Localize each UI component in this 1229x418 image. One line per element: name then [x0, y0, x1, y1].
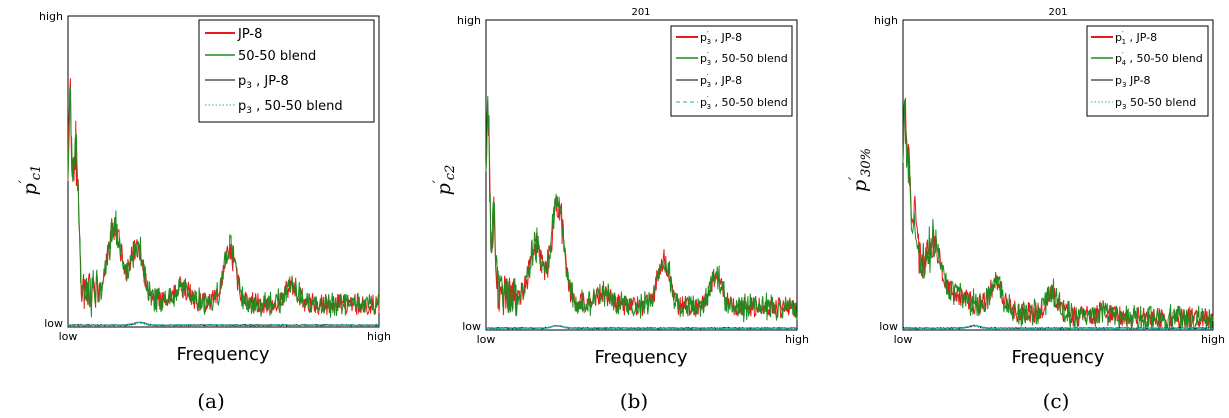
- panel-b-xtick-high: high: [785, 333, 809, 346]
- panel-b-legend-label-0: p′ 3 , JP-8: [700, 30, 742, 46]
- panel-c-title: 201: [1048, 7, 1067, 18]
- panel-b: 201 high low low high Frequency p′c2 (b)…: [431, 7, 809, 413]
- panel-a-legend-label-2: p3 , JP-8: [238, 74, 289, 91]
- panel-c-series-3-line: [902, 324, 1214, 330]
- panel-b-legend: p′ 3 , JP-8 p′ 3 , 50-50 blend p′ 3 , JP-8 …: [670, 25, 793, 117]
- panel-c-series-0-line: [902, 97, 1214, 331]
- panel-c-xtick-low: low: [894, 333, 913, 346]
- panel-a-caption: (a): [197, 389, 225, 413]
- panel-b-plot-frame: [485, 19, 798, 331]
- panel-c-xtick-high: high: [1201, 333, 1225, 346]
- panel-a-legend-label-3: p3 , 50-50 blend: [238, 99, 343, 116]
- panel-c: 201 high low low high Frequency p′30% (c…: [847, 7, 1225, 413]
- panel-b-xtick-low: low: [477, 333, 496, 346]
- panel-b-caption: (b): [620, 389, 648, 413]
- panel-b-series-1-line: [485, 96, 798, 323]
- panel-b-ytick-high: high: [457, 14, 481, 27]
- panel-c-ytick-low: low: [879, 320, 898, 333]
- panel-b-legend-label-1: p′ 3 , 50-50 blend: [700, 51, 788, 67]
- panel-c-ytick-high: high: [874, 14, 898, 27]
- panel-c-traces: [902, 97, 1214, 331]
- panel-b-title: 201: [631, 7, 650, 18]
- panel-b-legend-label-2: p′ 3 , JP-8: [700, 73, 742, 89]
- panel-b-traces: [485, 96, 798, 330]
- panel-a-traces: [67, 78, 380, 327]
- panel-c-legend-label-3: p3 50-50 blend: [1115, 96, 1196, 111]
- panel-c-series-1-line: [902, 99, 1214, 331]
- panel-b-legend-box: [670, 25, 793, 117]
- panel-b-series-3-line: [485, 324, 798, 330]
- panel-a: high low low high Frequency p′c1 (a) JP-…: [17, 10, 391, 413]
- panel-c-plot-frame: [902, 19, 1214, 331]
- panel-a-ylabel: p′c1: [17, 165, 44, 196]
- panel-a-legend-label-0: JP-8: [237, 27, 262, 42]
- panel-b-ylabel: p′c2: [431, 165, 458, 196]
- panel-c-ylabel: p′30%: [847, 148, 874, 192]
- panel-a-legend: JP-8 50-50 blend p3 , JP-8 p3 , 50-50 bl…: [198, 19, 375, 123]
- panel-c-caption: (c): [1043, 389, 1070, 413]
- panel-a-legend-box: [198, 19, 375, 123]
- panel-c-legend-label-2: p3 JP-8: [1115, 74, 1151, 89]
- panel-a-xtick-high: high: [367, 330, 391, 343]
- panel-c-legend: p′ 1 , JP-8 p′ 4 , 50-50 blend p3 JP-8 p3 …: [1086, 25, 1209, 117]
- panel-c-legend-label-1: p′ 4 , 50-50 blend: [1115, 51, 1203, 67]
- panel-c-xlabel: Frequency: [1012, 347, 1105, 368]
- panel-c-legend-box: [1086, 25, 1209, 117]
- panel-a-ytick-high: high: [39, 10, 63, 23]
- panel-a-xtick-low: low: [59, 330, 78, 343]
- panel-a-series-3-line: [67, 321, 380, 327]
- panel-b-series-0-line: [485, 113, 798, 319]
- panel-a-ytick-low: low: [44, 317, 63, 330]
- panel-a-xlabel: Frequency: [177, 344, 270, 365]
- panel-a-series-1-line: [67, 87, 380, 318]
- panel-c-legend-label-0: p′ 1 , JP-8: [1115, 30, 1157, 46]
- panel-a-legend-label-1: 50-50 blend: [238, 49, 316, 64]
- panel-b-xlabel: Frequency: [595, 347, 688, 368]
- panel-b-ytick-low: low: [462, 320, 481, 333]
- panel-b-legend-label-3: p′ 3 , 50-50 blend: [700, 95, 788, 111]
